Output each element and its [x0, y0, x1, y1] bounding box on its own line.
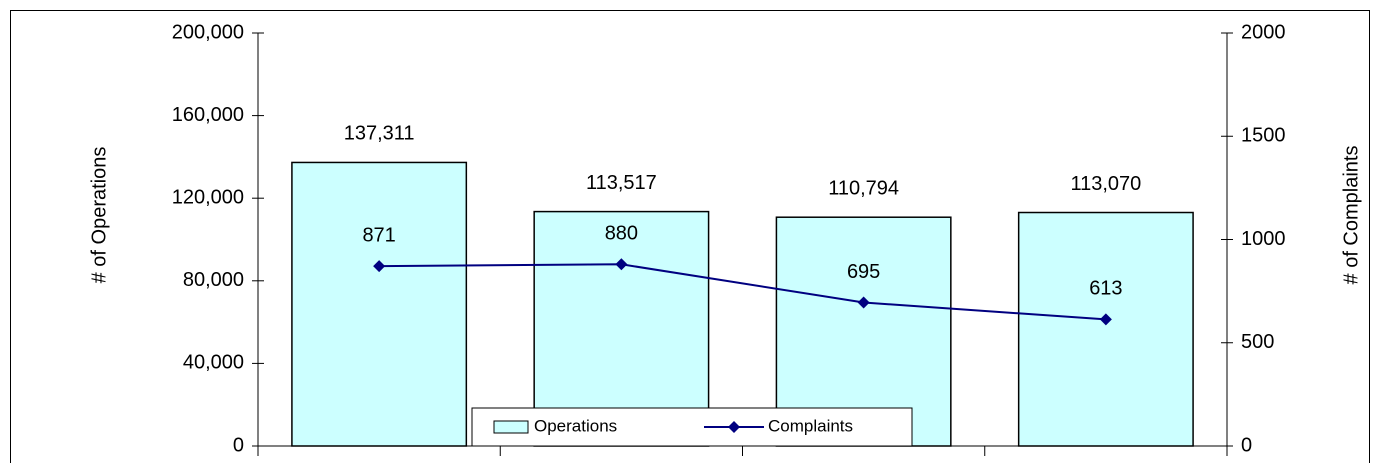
- legend-marker: [728, 421, 740, 433]
- y2-axis-label: # of Complaints: [1340, 146, 1362, 285]
- line-marker: [1099, 313, 1112, 326]
- line-marker: [615, 258, 628, 271]
- legend-label: Complaints: [768, 416, 853, 435]
- y-tick-label: 160,000: [172, 104, 244, 126]
- y-tick-label: 120,000: [172, 186, 244, 208]
- bar: [1017, 211, 1194, 447]
- bar: [533, 210, 710, 447]
- line-value-label: 613: [1089, 278, 1122, 300]
- legend-box: [471, 407, 913, 447]
- y2-tick-label: 0: [1241, 434, 1252, 456]
- y-axis-label: # of Operations: [88, 147, 110, 284]
- line-value-label: 695: [847, 261, 880, 283]
- y-tick-label: 0: [233, 434, 244, 456]
- line-marker: [373, 260, 386, 273]
- y2-tick-label: 500: [1241, 331, 1274, 353]
- bar-value-label: 113,517: [586, 172, 657, 194]
- y-tick-label: 40,000: [183, 352, 244, 374]
- y2-tick-label: 2000: [1241, 21, 1286, 43]
- y2-tick-label: 1000: [1241, 228, 1286, 250]
- bar-value-label: 113,070: [1070, 173, 1141, 195]
- y-tick-label: 200,000: [172, 21, 244, 43]
- y-tick-label: 80,000: [183, 269, 244, 291]
- bar-value-label: 137,311: [344, 123, 415, 145]
- line-value-label: 871: [362, 224, 395, 246]
- bar-value-label: 110,794: [828, 177, 899, 199]
- line: [379, 263, 1106, 321]
- chart-frame: [10, 10, 1370, 463]
- line-value-label: 880: [605, 223, 638, 245]
- line-marker: [857, 296, 870, 309]
- legend-swatch: [493, 420, 529, 434]
- legend-label: Operations: [534, 416, 617, 435]
- y2-tick-label: 1500: [1241, 125, 1286, 147]
- bar: [291, 161, 468, 447]
